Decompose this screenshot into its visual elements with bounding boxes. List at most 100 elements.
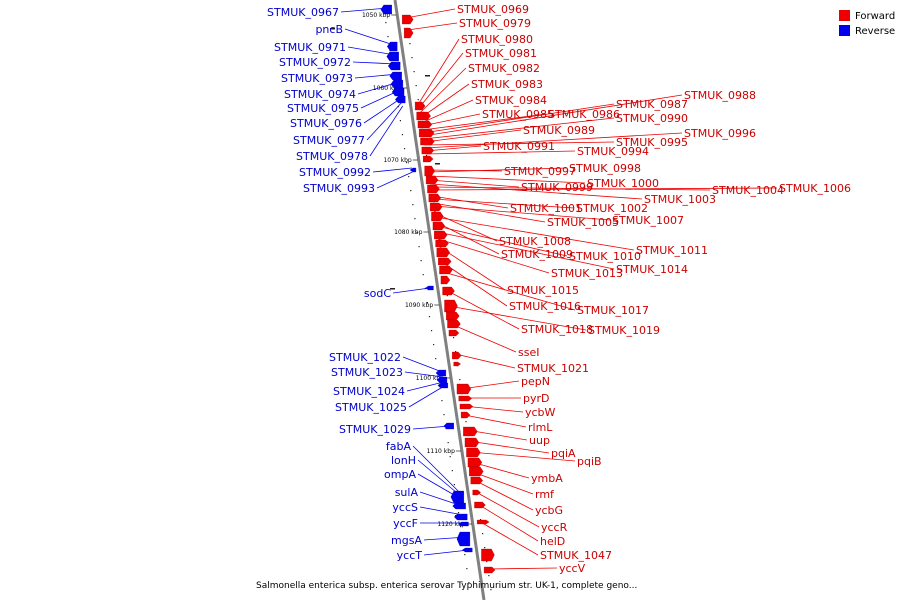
reverse-gene-label: STMUK_0967: [267, 6, 339, 19]
forward-gene-label: STMUK_0988: [684, 89, 756, 102]
forward-gene-label: STMUK_1008: [499, 235, 571, 248]
forward-gene-label: STMUK_0987: [616, 98, 688, 111]
forward-gene-label: uup: [529, 434, 550, 447]
kbp-tick-label: 1070 kbp: [383, 157, 411, 164]
reverse-gene: [456, 531, 471, 547]
minor-tick: [488, 575, 490, 577]
forward-leader: [418, 52, 464, 109]
forward-gene: [434, 230, 448, 240]
forward-leader: [432, 198, 575, 209]
forward-gene: [464, 437, 480, 448]
kbp-tick-label: 1090 kbp: [405, 302, 433, 309]
minor-tick: [452, 337, 455, 339]
minor-tick: [428, 316, 431, 318]
forward-gene-label: STMUK_0995: [616, 136, 688, 149]
reverse-gene-label: STMUK_0971: [274, 41, 346, 54]
kbp-tick-label: 1050 kbp: [362, 12, 390, 19]
reverse-leader: [419, 491, 463, 507]
forward-gene-label: STMUK_0980: [461, 33, 533, 46]
minor-tick: [438, 239, 440, 241]
reverse-leader: [360, 89, 401, 109]
forward-gene: [463, 426, 478, 437]
reverse-gene: [437, 382, 448, 389]
minor-tick: [410, 190, 412, 192]
forward-gene-label: STMUK_1004: [712, 184, 784, 197]
reverse-gene-label: lonH: [391, 454, 416, 467]
reverse-leader: [366, 101, 403, 141]
forward-gene-label: STMUK_0997: [504, 165, 576, 178]
reverse-gene-label: yccS: [392, 501, 418, 514]
forward-gene-label: STMUK_1016: [509, 300, 581, 313]
forward-gene: [422, 155, 434, 163]
forward-leader: [432, 195, 509, 209]
forward-gene-label: STMUK_0990: [616, 112, 688, 125]
forward-gene: [438, 257, 452, 266]
forward-leader: [422, 113, 547, 131]
forward-leader: [421, 113, 481, 127]
forward-leader: [470, 451, 576, 462]
reverse-gene-label: STMUK_0977: [293, 134, 365, 147]
legend-reverse-label: Reverse: [855, 26, 895, 37]
reverse-leader: [340, 7, 389, 13]
minor-tick: [416, 232, 418, 234]
forward-gene-label: STMUK_1013: [551, 267, 623, 280]
reverse-gene: [386, 51, 399, 62]
forward-leader: [434, 212, 498, 242]
forward-gene: [428, 193, 441, 203]
minor-tick: [403, 148, 406, 150]
forward-gene-label: STMUK_0996: [684, 127, 756, 140]
reverse-leader: [408, 385, 445, 408]
reverse-gene-label: STMUK_1025: [335, 401, 407, 414]
minor-tick: [482, 533, 484, 535]
reverse-gene-label: STMUK_1029: [339, 423, 411, 436]
forward-leader: [430, 183, 643, 200]
minor-tick: [409, 43, 411, 45]
reverse-leader: [419, 506, 464, 516]
forward-leader: [419, 67, 467, 114]
reverse-leader: [352, 61, 397, 65]
reverse-leader: [423, 549, 469, 556]
reverse-gene-label: STMUK_0992: [299, 166, 371, 179]
kbp-tick-label: 1120 kbp: [437, 521, 465, 528]
forward-leader: [439, 246, 506, 291]
minor-tick: [466, 568, 468, 570]
forward-leader: [464, 414, 527, 428]
reverse-leader: [392, 287, 430, 294]
forward-gene-label: STMUK_1014: [616, 263, 688, 276]
minor-tick: [449, 456, 451, 458]
minor-tick: [435, 358, 437, 360]
forward-leader: [407, 22, 458, 31]
forward-leader: [477, 503, 539, 542]
forward-leader: [431, 187, 778, 191]
minor-tick: [420, 260, 422, 262]
forward-gene-label: STMUK_0981: [465, 47, 537, 60]
forward-gene-label: STMUK_1047: [540, 549, 612, 562]
forward-leader: [480, 521, 539, 556]
forward-leader: [425, 150, 576, 155]
forward-gene-label: STMUK_1019: [588, 324, 660, 337]
forward-gene: [448, 329, 460, 337]
reverse-leader: [354, 73, 399, 79]
reverse-leader: [363, 97, 402, 124]
reverse-gene-label: STMUK_0975: [287, 102, 359, 115]
forward-leader: [429, 179, 520, 188]
forward-gene: [436, 247, 450, 258]
minor-tick: [430, 330, 433, 332]
forward-gene-label: STMUK_1011: [636, 244, 708, 257]
map-caption: Salmonella enterica subsp. enterica sero…: [256, 581, 637, 591]
reverse-gene: [452, 502, 466, 510]
kbp-tick-label: 1100 kbp: [416, 375, 444, 382]
forward-gene-label: rmf: [535, 488, 555, 501]
kbp-tick-label: 1080 kbp: [394, 229, 422, 236]
gene-features: [380, 4, 496, 574]
forward-leader: [445, 289, 520, 330]
minor-tick: [418, 246, 420, 248]
forward-gene: [432, 221, 446, 231]
forward-leader: [429, 175, 586, 184]
forward-leader: [436, 225, 568, 257]
reverse-gene-label: sodC: [364, 287, 391, 300]
forward-gene: [483, 566, 496, 574]
forward-leader: [466, 429, 528, 441]
